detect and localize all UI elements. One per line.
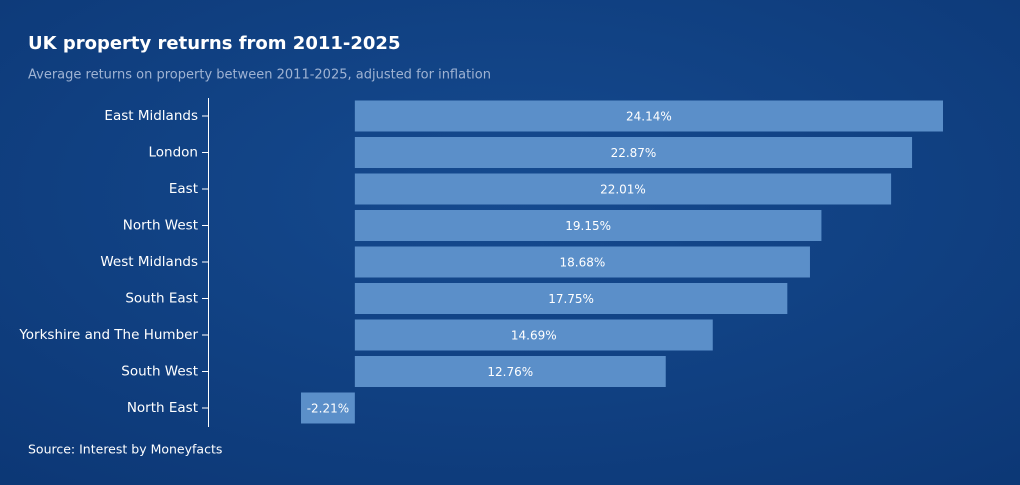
y-tick-label: North West — [123, 218, 198, 234]
bar — [354, 246, 810, 278]
bar — [301, 392, 355, 424]
y-tick-label: South West — [121, 364, 198, 380]
bar — [354, 283, 788, 314]
y-tick-label: West Midlands — [100, 254, 198, 270]
bar — [354, 100, 943, 132]
value-label: 17.75% — [548, 292, 594, 306]
y-tick-label: Yorkshire and The Humber — [18, 327, 198, 343]
value-label: 22.01% — [600, 183, 646, 197]
bar — [354, 173, 892, 205]
value-label: 18.68% — [560, 256, 606, 270]
value-label: -2.21% — [307, 402, 349, 416]
y-tick-label: South East — [125, 291, 198, 307]
bar — [354, 137, 913, 168]
bar — [354, 319, 713, 351]
chart-title: UK property returns from 2011-2025 — [28, 33, 400, 54]
value-label: 24.14% — [626, 110, 672, 124]
y-tick-label: London — [149, 145, 199, 161]
value-label: 12.76% — [487, 365, 533, 379]
value-label: 19.15% — [565, 219, 611, 233]
bar — [354, 210, 822, 241]
y-tick-label: East Midlands — [104, 108, 198, 124]
source-note: Source: Interest by Moneyfacts — [28, 442, 222, 457]
value-label: 22.87% — [611, 146, 657, 160]
y-tick-label: East — [169, 181, 198, 197]
value-label: 14.69% — [511, 329, 557, 343]
bar — [354, 356, 666, 387]
chart-subtitle: Average returns on property between 2011… — [28, 68, 491, 83]
y-tick-label: North East — [127, 400, 198, 416]
